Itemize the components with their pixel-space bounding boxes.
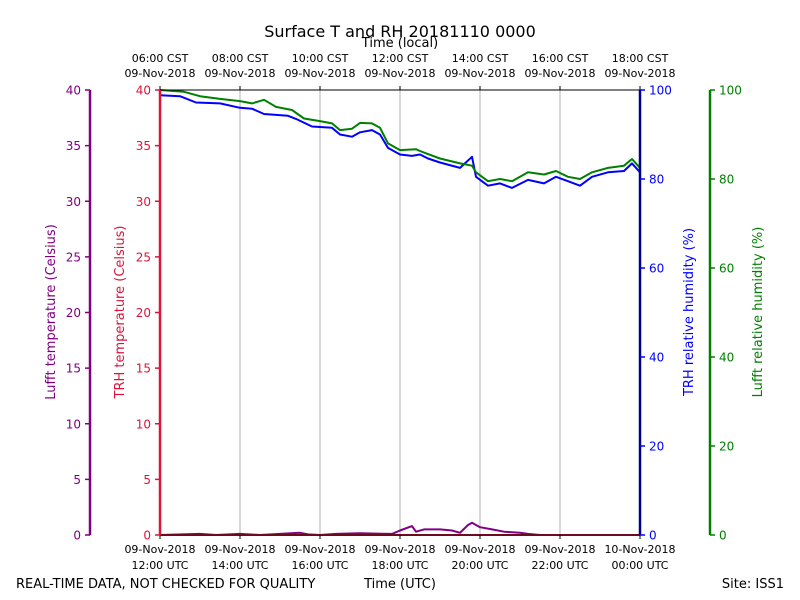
series-line-lufft-relative-humidity — [159, 89, 641, 183]
x-tick-utc-date: 09-Nov-2018 — [284, 543, 355, 556]
y-tick-label-lufft-rh: 60 — [719, 262, 734, 276]
lufft-temp-axis-label: Lufft temperature (Celsius) — [44, 224, 59, 400]
y-tick-label-trh-temp: 30 — [136, 195, 151, 209]
x-bottom-axis-label: Time (UTC) — [363, 577, 436, 592]
x-tick-local-time: 12:00 CST — [372, 52, 429, 65]
y-tick-label-trh-rh: 40 — [649, 351, 664, 365]
y-tick-label-trh-temp: 40 — [136, 84, 151, 98]
y-tick-label-lufft-temp: 0 — [73, 529, 81, 543]
y-tick-label-lufft-temp: 5 — [73, 473, 81, 487]
y-tick-label-lufft-rh: 20 — [719, 440, 734, 454]
y-tick-label-lufft-temp: 40 — [66, 84, 81, 98]
y-tick-label-trh-rh: 80 — [649, 173, 664, 187]
x-tick-local-date: 09-Nov-2018 — [124, 67, 195, 80]
x-tick-utc-time: 00:00 UTC — [611, 559, 668, 572]
y-tick-label-lufft-rh: 0 — [719, 529, 727, 543]
y-tick-label-trh-temp: 15 — [136, 362, 151, 376]
y-tick-label-lufft-temp: 25 — [66, 250, 81, 264]
x-axis-ticks: 09-Nov-2018 12:00 UTC 06:00 CST 09-Nov-2018… — [124, 52, 675, 572]
y-tick-label-trh-rh: 60 — [649, 262, 664, 276]
y-tick-label-lufft-temp: 20 — [66, 306, 81, 320]
trh-temp-axis-label: TRH temperature (Celsius) — [113, 226, 128, 400]
x-tick-local-date: 09-Nov-2018 — [204, 67, 275, 80]
y-tick-label-trh-rh: 20 — [649, 440, 664, 454]
y-tick-label-lufft-temp: 10 — [66, 417, 81, 431]
quality-disclaimer: REAL-TIME DATA, NOT CHECKED FOR QUALITY — [16, 577, 315, 592]
y-tick-label-trh-temp: 25 — [136, 250, 151, 264]
x-tick-utc-time: 14:00 UTC — [211, 559, 268, 572]
x-tick-utc-date: 09-Nov-2018 — [524, 543, 595, 556]
y-tick-label-trh-temp: 20 — [136, 306, 151, 320]
site-label: Site: ISS1 — [722, 577, 784, 592]
y-tick-label-lufft-rh: 80 — [719, 173, 734, 187]
y-tick-label-trh-temp: 0 — [143, 529, 151, 543]
y-tick-label-lufft-rh: 100 — [719, 84, 742, 98]
x-tick-local-date: 09-Nov-2018 — [444, 67, 515, 80]
y-tick-label-trh-temp: 10 — [136, 417, 151, 431]
x-tick-local-time: 06:00 CST — [132, 52, 189, 65]
x-top-axis-label: Time (local) — [361, 36, 438, 51]
lufft-rh-axis-label: Lufft relative humidity (%) — [751, 227, 766, 398]
y-tick-label-trh-rh: 0 — [649, 529, 657, 543]
chart-title: Surface T and RH 20181110 0000 — [264, 22, 536, 41]
x-tick-local-time: 10:00 CST — [292, 52, 349, 65]
x-tick-local-time: 08:00 CST — [212, 52, 269, 65]
x-tick-local-date: 09-Nov-2018 — [604, 67, 675, 80]
x-tick-local-time: 14:00 CST — [452, 52, 509, 65]
trh-rh-axis-label: TRH relative humidity (%) — [682, 228, 697, 397]
y-tick-label-lufft-temp: 30 — [66, 195, 81, 209]
y-tick-label-trh-temp: 35 — [136, 139, 151, 153]
x-tick-utc-date: 09-Nov-2018 — [444, 543, 515, 556]
y-axis-ticks: 0 5 10 15 20 25 30 35 40 0 5 10 15 20 25 30 35 40 0 20 40 60 8… — [66, 84, 742, 543]
y-tick-label-trh-temp: 5 — [143, 473, 151, 487]
gridlines — [239, 90, 561, 535]
x-tick-local-date: 09-Nov-2018 — [364, 67, 435, 80]
x-tick-utc-date: 09-Nov-2018 — [124, 543, 195, 556]
x-tick-utc-date: 09-Nov-2018 — [204, 543, 275, 556]
x-tick-utc-time: 20:00 UTC — [451, 559, 508, 572]
x-tick-local-date: 09-Nov-2018 — [284, 67, 355, 80]
x-tick-utc-time: 16:00 UTC — [291, 559, 348, 572]
series-line-trh-relative-humidity — [159, 94, 641, 189]
y-tick-label-lufft-temp: 35 — [66, 139, 81, 153]
x-tick-utc-time: 22:00 UTC — [531, 559, 588, 572]
y-tick-label-trh-rh: 100 — [649, 84, 672, 98]
x-tick-local-time: 18:00 CST — [612, 52, 669, 65]
x-tick-local-time: 16:00 CST — [532, 52, 589, 65]
y-tick-label-lufft-rh: 40 — [719, 351, 734, 365]
x-tick-utc-date: 10-Nov-2018 — [604, 543, 675, 556]
x-tick-utc-time: 18:00 UTC — [371, 559, 428, 572]
y-tick-label-lufft-temp: 15 — [66, 362, 81, 376]
x-tick-local-date: 09-Nov-2018 — [524, 67, 595, 80]
x-tick-utc-time: 12:00 UTC — [131, 559, 188, 572]
x-tick-utc-date: 09-Nov-2018 — [364, 543, 435, 556]
